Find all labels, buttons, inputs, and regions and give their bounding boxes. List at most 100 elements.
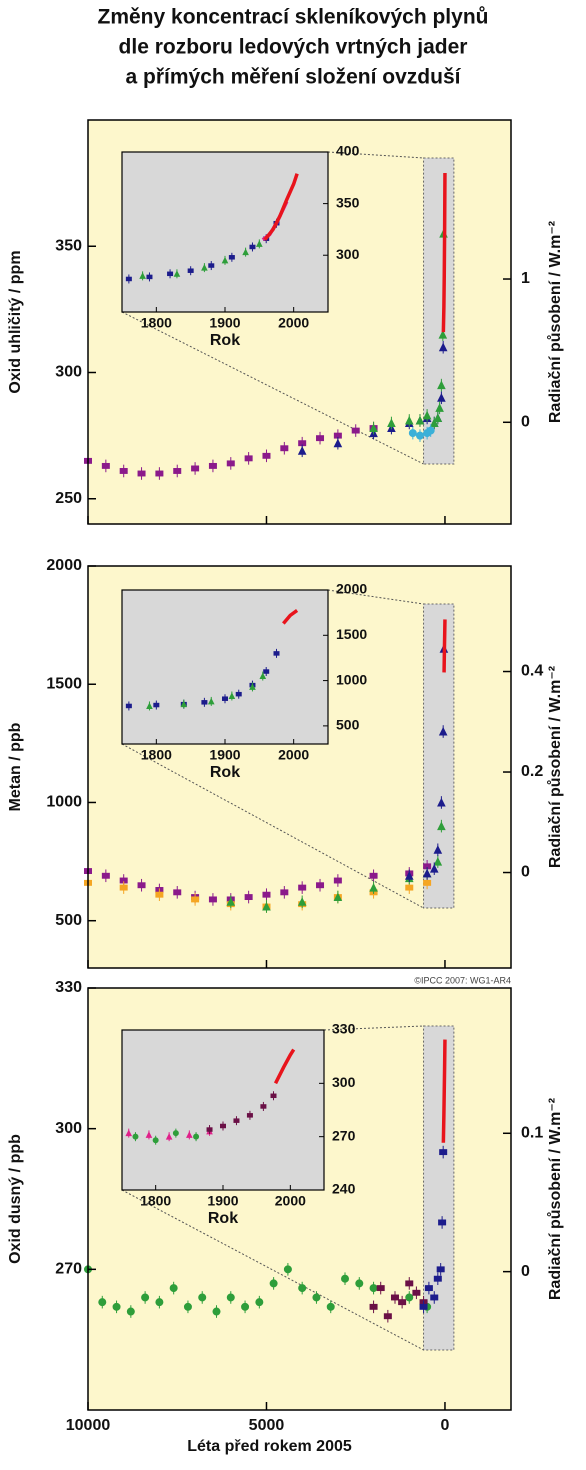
data-point <box>173 468 182 474</box>
data-point <box>316 882 325 889</box>
data-point <box>260 1104 267 1109</box>
data-point <box>228 255 235 260</box>
data-point <box>408 429 417 438</box>
data-point <box>376 1285 385 1292</box>
data-point <box>187 268 194 273</box>
data-line <box>282 609 299 625</box>
data-point <box>208 462 217 469</box>
data-point <box>242 248 249 256</box>
y2-tick-label: 1 <box>521 270 530 287</box>
zoom-connector <box>121 1189 424 1351</box>
title-line: a přímých měření složení ovzduší <box>126 66 462 89</box>
data-point <box>101 462 110 469</box>
data-point <box>430 1294 439 1301</box>
data-line <box>442 619 447 673</box>
data-point <box>146 274 153 280</box>
data-point <box>208 263 215 268</box>
data-line <box>441 173 447 333</box>
data-point <box>241 1302 250 1311</box>
zoom-region <box>423 1025 455 1351</box>
data-point <box>298 1284 307 1293</box>
data-point <box>212 1307 221 1316</box>
data-point <box>415 431 424 440</box>
data-point <box>433 1275 442 1282</box>
data-point <box>186 1131 193 1138</box>
data-point <box>226 897 236 906</box>
y2-tick-label: 0 <box>521 864 530 881</box>
y-tick-label: 300 <box>55 364 82 381</box>
inset-x-tick-label: 2000 <box>278 747 309 763</box>
data-point <box>235 691 242 697</box>
data-point <box>419 1303 428 1310</box>
data-point <box>207 697 215 705</box>
data-point <box>125 1129 133 1137</box>
zoom-connector <box>121 743 424 909</box>
data-point <box>167 271 174 277</box>
inset-area <box>122 590 328 744</box>
inset-x-tick-label: 1900 <box>209 747 240 763</box>
y2-tick-label: 0.2 <box>521 763 543 780</box>
data-point <box>438 1219 447 1226</box>
y2-tick-label: 0 <box>521 1263 530 1280</box>
data-point <box>333 438 343 448</box>
y2-tick-label: 0.4 <box>521 663 543 680</box>
data-point <box>436 1266 445 1273</box>
data-point <box>259 672 267 680</box>
data-point <box>101 872 110 879</box>
data-point <box>326 1302 335 1311</box>
data-point <box>249 683 256 690</box>
inset-x-tick-label: 1900 <box>207 1193 238 1209</box>
plot-frame <box>87 119 512 525</box>
data-point <box>422 410 432 420</box>
data-point <box>262 901 271 911</box>
zoom-region <box>423 603 455 909</box>
data-point <box>415 415 425 425</box>
data-point <box>152 1137 159 1144</box>
data-point <box>437 797 446 807</box>
data-point <box>193 1133 200 1140</box>
data-point <box>198 1293 207 1302</box>
y-tick-label: 330 <box>55 979 82 996</box>
y-axis-label: Oxid dusný / ppb <box>7 1134 24 1264</box>
data-point <box>341 1274 350 1283</box>
data-point <box>137 882 146 889</box>
data-point <box>146 702 153 709</box>
y-axis-label: Metan / ppb <box>7 722 24 811</box>
data-point <box>390 1294 399 1301</box>
zoom-connector <box>323 1025 424 1031</box>
y-tick-label: 1500 <box>46 675 82 692</box>
data-point <box>244 894 253 901</box>
copyright-note: ©IPCC 2007: WG1-AR4 <box>414 975 511 985</box>
inset-y-tick-label: 350 <box>336 194 360 210</box>
data-point <box>297 897 307 906</box>
data-point <box>244 455 253 462</box>
y-tick-label: 350 <box>55 237 82 254</box>
data-point <box>438 342 448 352</box>
data-point <box>438 330 448 339</box>
data-point <box>191 896 200 903</box>
data-point <box>98 1298 107 1307</box>
data-point <box>228 692 236 699</box>
y-tick-label: 250 <box>55 490 82 507</box>
data-point <box>426 426 435 435</box>
data-point <box>262 891 271 898</box>
inset-y-tick-label: 300 <box>336 246 360 262</box>
data-point <box>280 445 289 452</box>
data-point <box>437 821 446 831</box>
data-point <box>369 882 378 892</box>
data-point <box>221 256 229 264</box>
data-point <box>137 470 146 477</box>
plot-frame <box>87 565 512 969</box>
data-point <box>439 1149 448 1156</box>
inset-x-axis-label: Rok <box>210 332 240 349</box>
data-point <box>153 702 160 708</box>
inset-x-tick-label: 1900 <box>209 315 240 331</box>
data-point <box>398 1299 407 1306</box>
data-point <box>112 1302 121 1311</box>
inset-area <box>122 1030 324 1190</box>
inset-y-tick-label: 300 <box>332 1074 356 1090</box>
inset-x-axis-label: Rok <box>208 1210 238 1227</box>
inset-x-tick-label: 1800 <box>141 315 172 331</box>
y-tick-label: 300 <box>55 1120 82 1137</box>
